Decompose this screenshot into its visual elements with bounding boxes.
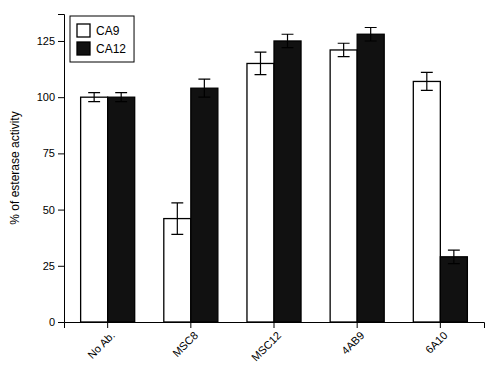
- x-tick: 6A10: [423, 322, 450, 356]
- error-bar-line: [365, 27, 377, 40]
- y-tick-mark: [58, 153, 64, 154]
- bar: [191, 88, 218, 322]
- y-tick-label: 50: [43, 204, 55, 216]
- error-bar: [255, 52, 267, 74]
- y-axis-title: % of esterase activity: [8, 111, 22, 224]
- legend-item: CA12: [77, 42, 126, 56]
- legend: CA9 CA12: [70, 16, 134, 62]
- y-tick-mark: [58, 322, 64, 323]
- error-bar-line: [198, 79, 210, 97]
- legend-item: CA9: [77, 24, 120, 38]
- bar: [413, 81, 440, 322]
- y-tick-mark: [58, 210, 64, 211]
- x-tick-label: MSC8: [170, 329, 200, 359]
- error-bar-line: [448, 250, 460, 263]
- error-bar: [365, 27, 377, 40]
- y-tick-label: 0: [49, 316, 55, 328]
- chart-container: 0255075100125No Ab.MSC8MSC124AB96A10CA9C…: [0, 0, 500, 390]
- x-tick: No Ab.: [85, 322, 117, 361]
- x-tick-label: No Ab.: [85, 329, 117, 361]
- error-bar: [171, 203, 183, 234]
- x-tick-mark: [274, 322, 275, 328]
- legend-label: CA9: [96, 24, 120, 38]
- y-axis-line: [58, 15, 65, 323]
- error-bar-line: [421, 72, 433, 90]
- x-axis: No Ab. MSC8 MSC12 4AB9 6A10: [65, 322, 485, 363]
- y-tick-label: 75: [43, 147, 55, 159]
- error-bar-line: [338, 43, 350, 56]
- y-axis: 0 25 50 75 100 125: [37, 15, 65, 329]
- bar: [108, 97, 135, 322]
- bar: [247, 63, 274, 322]
- y-tick: 75: [43, 147, 64, 159]
- series: [81, 43, 441, 322]
- y-tick: 125: [37, 35, 64, 47]
- error-bar: [198, 79, 210, 97]
- marks: [81, 27, 468, 322]
- error-bar: [448, 250, 460, 263]
- error-bar-line: [171, 203, 183, 234]
- error-bar: [115, 93, 127, 102]
- y-tick: 0: [49, 316, 64, 328]
- error-bar-line: [115, 93, 127, 102]
- x-tick-label: 4AB9: [339, 329, 367, 357]
- x-tick-label: MSC12: [249, 329, 283, 363]
- series: [108, 27, 468, 322]
- error-bar-line: [255, 52, 267, 74]
- y-tick-label: 100: [37, 91, 55, 103]
- error-bar: [338, 43, 350, 56]
- y-tick-label: 25: [43, 260, 55, 272]
- x-tick-mark: [107, 322, 108, 328]
- y-tick: 50: [43, 204, 64, 216]
- x-tick: MSC8: [170, 322, 200, 359]
- bar: [440, 257, 467, 322]
- error-bar-line: [282, 34, 294, 47]
- error-bar-line: [88, 93, 100, 102]
- bar: [274, 41, 301, 322]
- plot-area: 0255075100125No Ab.MSC8MSC124AB96A10CA9C…: [37, 15, 485, 364]
- error-bar: [88, 93, 100, 102]
- bar: [357, 34, 384, 322]
- x-tick: MSC12: [249, 322, 283, 363]
- legend-swatch: [77, 42, 90, 55]
- bar: [330, 50, 357, 322]
- x-tick: 4AB9: [339, 322, 367, 357]
- x-tick-mark: [440, 322, 441, 328]
- x-tick-mark: [357, 322, 358, 328]
- x-tick-mark: [190, 322, 191, 328]
- y-tick-mark: [58, 266, 64, 267]
- chart-svg: 0255075100125No Ab.MSC8MSC124AB96A10CA9C…: [0, 0, 500, 390]
- x-axis-line: [65, 323, 485, 329]
- y-tick-mark: [58, 41, 64, 42]
- x-tick-label: 6A10: [423, 329, 450, 356]
- y-tick-mark: [58, 97, 64, 98]
- bar: [81, 97, 108, 322]
- y-tick-label: 125: [37, 35, 55, 47]
- legend-label: CA12: [96, 42, 126, 56]
- legend-frame: [70, 16, 134, 62]
- error-bar: [421, 72, 433, 90]
- y-tick: 100: [37, 91, 64, 103]
- error-bar: [282, 34, 294, 47]
- y-tick: 25: [43, 260, 64, 272]
- legend-swatch: [77, 24, 90, 37]
